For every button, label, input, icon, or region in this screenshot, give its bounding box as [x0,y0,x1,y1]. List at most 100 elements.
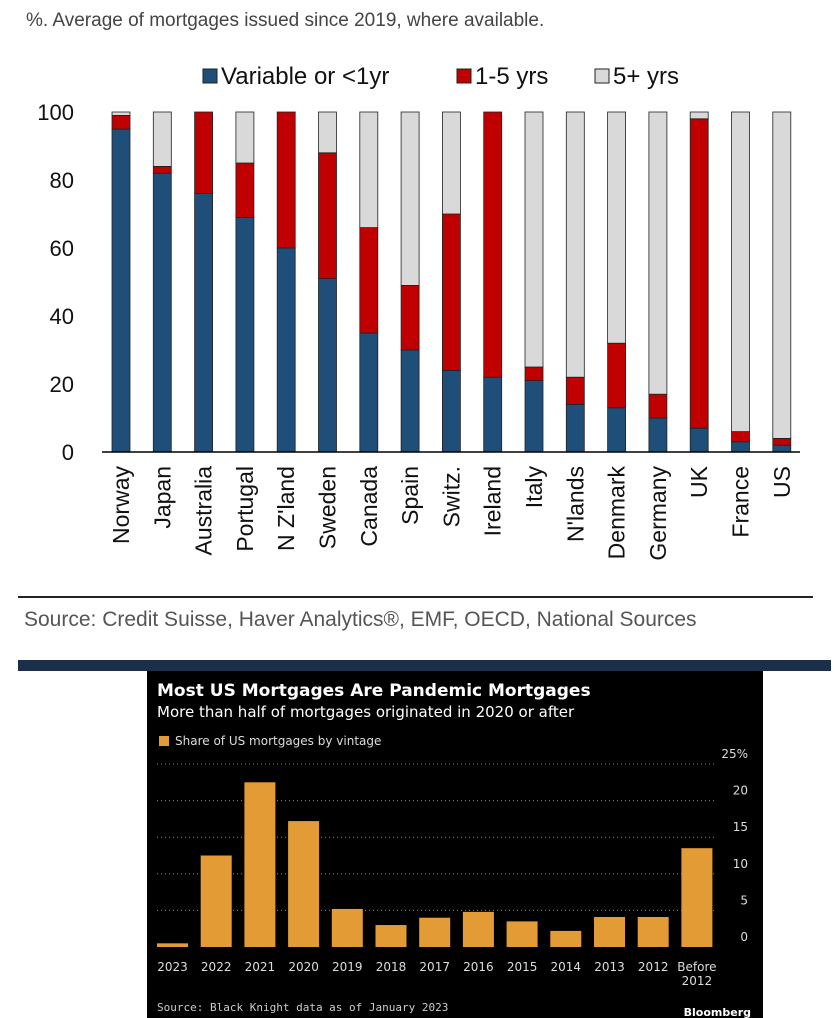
x-category-label-italy: Italy [521,466,547,509]
bar-us-variable [772,444,792,453]
x-category-label-line: 2023 [157,960,188,974]
x-category-label-2021: 2021 [245,960,276,974]
stacked-bar-chart: Variable or <1yr 1-5 yrs 5+ yrs 0 20 40 60 80 10… [37,63,800,561]
bar-norway-5-plus-yrs [111,111,131,116]
x-category-label-2017: 2017 [419,960,450,974]
bar-switz-variable [441,369,461,453]
y-tick-label-80: 80 [50,168,74,193]
bar-uk-5-plus-yrs [689,111,709,120]
top-chart-subtitle: %. Average of mortgages issued since 201… [26,10,545,31]
x-category-label-2019: 2019 [332,960,363,974]
x-category-label-norway: Norway [108,466,134,544]
stacked-bar-chart-panel: %. Average of mortgages issued since 201… [18,10,813,631]
bar-n-lands-5-plus-yrs [565,111,585,378]
bottom-chart-source: Source: Black Knight data as of January … [157,1001,449,1014]
bar-uk-1-5-yrs [689,118,709,429]
x-category-label-line: 2015 [507,960,538,974]
x-category-label-ireland: Ireland [480,466,506,536]
panel-separator-bar [18,660,831,671]
bar-france-variable [731,441,750,453]
bar-portugal-variable [235,216,255,453]
bar-italy-1-5-yrs [524,366,544,382]
bar-n-lands-variable [565,403,585,453]
x-category-label-2015: 2015 [507,960,538,974]
bar-us-1-5-yrs [772,437,792,446]
bar-denmark-1-5-yrs [607,342,626,409]
bar-ireland-1-5-yrs [483,111,503,378]
bar-uk-variable [689,427,709,453]
x-category-label-line: 2022 [201,960,232,974]
x-category-label-2018: 2018 [376,960,407,974]
x-category-label-portugal: Portugal [232,466,258,552]
bar-before-2012 [681,848,713,947]
divider-line [18,596,813,598]
bar-spain-1-5-yrs [400,284,420,351]
bar-2017 [419,917,451,947]
bar-sweden-variable [318,278,337,453]
bar-france-5-plus-yrs [731,111,750,433]
y-tick-label-25: 25% [721,747,748,761]
x-category-label-2016: 2016 [463,960,494,974]
legend-swatch-1-5-yrs [456,68,472,84]
x-category-label-line: 2012 [682,974,713,988]
bar-2015 [506,921,538,947]
x-category-label-2020: 2020 [288,960,319,974]
legend-label-1-5-yrs: 1-5 yrs [475,63,548,90]
bar-japan-variable [152,172,172,453]
x-category-label-us: US [769,466,795,498]
bar-denmark-variable [607,407,626,453]
x-category-label-2022: 2022 [201,960,232,974]
bar-2020 [288,821,320,947]
bar-germany-1-5-yrs [648,393,668,419]
x-category-label-line: 2012 [638,960,669,974]
bar-switz-1-5-yrs [441,213,461,371]
y-tick-label-20: 20 [733,784,748,798]
bar-switz-5-plus-yrs [441,111,461,215]
bar-france-1-5-yrs [731,431,750,443]
bar-2021 [244,782,276,947]
bar-portugal-5-plus-yrs [235,111,255,164]
x-category-label-switz: Switz. [438,466,464,527]
bar-2022 [200,855,232,947]
x-category-label-2023: 2023 [157,960,188,974]
bar-2012 [637,916,669,947]
bar-portugal-1-5-yrs [235,162,255,218]
bottom-chart-subtitle: More than half of mortgages originated i… [157,703,575,721]
bar-canada-variable [359,332,379,453]
x-category-label-australia: Australia [191,466,217,556]
legend-label-vintage: Share of US mortgages by vintage [175,734,382,748]
top-chart-source: Source: Credit Suisse, Haver Analytics®,… [24,608,697,631]
bar-sweden-5-plus-yrs [318,111,337,154]
vintage-bar-chart-panel: 0 5 10 15 20 25% 2023 2022 2021 2020 2019 2018 2017 2… [147,671,763,1018]
y-tick-label-20: 20 [50,372,74,397]
x-category-label-germany: Germany [645,466,671,561]
bar-australia-1-5-yrs [194,111,214,194]
bar-spain-5-plus-yrs [400,111,420,286]
bar-n-lands-1-5-yrs [565,376,585,405]
bottom-chart-title: Most US Mortgages Are Pandemic Mortgages [157,681,591,701]
x-category-label-line: Before [677,960,716,974]
bar-spain-variable [400,349,420,453]
bar-us-5-plus-yrs [772,111,792,439]
x-category-label-2014: 2014 [551,960,582,974]
legend-swatch-variable [202,68,218,84]
y-tick-label-0: 0 [62,440,74,465]
bar-2019 [331,908,363,947]
x-category-label-line: 2020 [288,960,319,974]
bar-canada-5-plus-yrs [359,111,379,228]
x-category-label-line: 2021 [245,960,276,974]
x-category-label-2012: 2012 [638,960,669,974]
x-category-label-n-lands: N'lands [562,466,588,542]
x-category-label-japan: Japan [149,466,175,529]
x-category-label-line: 2019 [332,960,363,974]
legend-swatch-vintage [159,736,169,746]
x-category-label-2013: 2013 [594,960,625,974]
bar-germany-5-plus-yrs [648,111,668,395]
bar-2013 [594,916,625,947]
bottom-chart-legend: Share of US mortgages by vintage [159,734,381,748]
legend-swatch-5-plus-yrs [594,68,610,84]
bar-australia-variable [194,193,214,453]
bar-n-z-land-1-5-yrs [276,111,296,249]
bloomberg-logo: Bloomberg [683,1006,751,1018]
